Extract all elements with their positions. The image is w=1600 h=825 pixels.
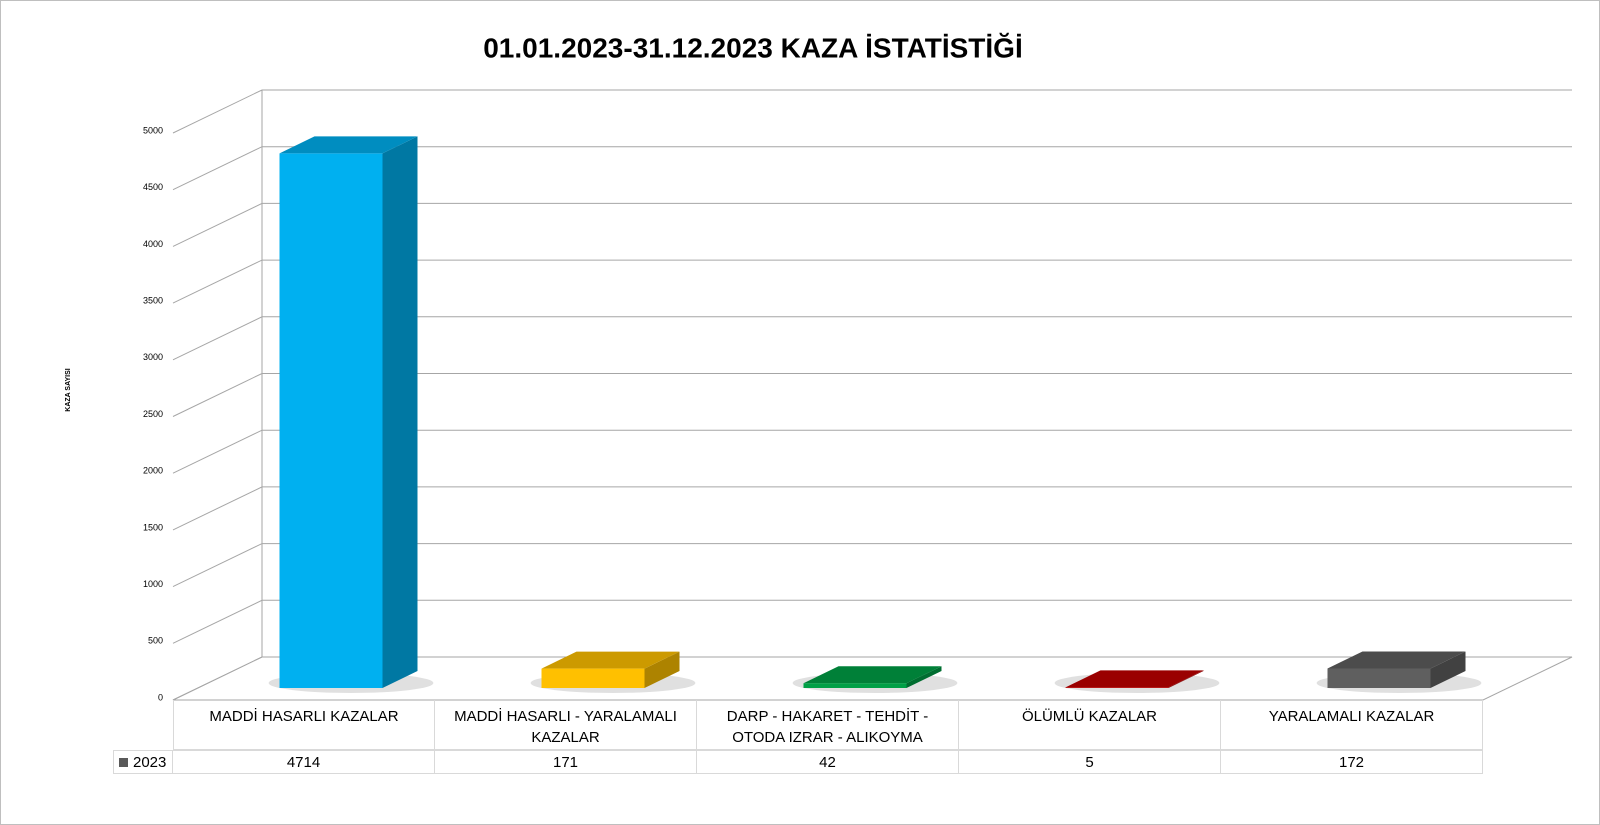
y-tick-label: 2500 (143, 409, 163, 419)
y-tick-label: 2000 (143, 466, 163, 476)
bar-top (541, 651, 680, 669)
bar (803, 683, 907, 688)
grid-line (172, 259, 1572, 304)
bar-side (1168, 670, 1204, 688)
grid-line (172, 316, 1572, 361)
value-cell: 172 (1221, 750, 1483, 774)
grid-line (172, 373, 1572, 417)
y-tick-label: 3500 (143, 295, 163, 305)
bar-side (1430, 651, 1466, 688)
bar-side (906, 666, 942, 688)
legend-swatch (119, 757, 128, 767)
category-label: DARP - HAKARET - TEHDİT - OTODA IZRAR - … (697, 700, 959, 750)
value-cell: 5 (959, 750, 1221, 774)
chart-title: 01.01.2023-31.12.2023 KAZA İSTATİSTİĞİ (483, 32, 1023, 63)
y-tick-label: 5000 (143, 125, 163, 135)
legend-cell: 2023 (113, 750, 173, 774)
category-label: MADDİ HASARLI KAZALAR (173, 700, 435, 750)
bar (541, 668, 645, 688)
grid-line (172, 543, 1572, 588)
bar-top (1065, 670, 1204, 688)
category-label: ÖLÜMLÜ KAZALAR (959, 700, 1221, 750)
legend-label: 2023 (133, 753, 167, 771)
category-label: MADDİ HASARLI - YARALAMALI KAZALAR (435, 700, 697, 750)
value-cell: 4714 (173, 750, 435, 774)
bar-top (803, 666, 942, 684)
bar-side (382, 136, 418, 689)
grid-line (172, 202, 1572, 247)
grid-line (172, 429, 1572, 474)
grid-line (172, 486, 1572, 531)
y-axis-label: KAZA SAYISI (65, 368, 72, 411)
grid-line (172, 146, 1572, 191)
bar-side (644, 651, 680, 688)
bar (279, 153, 383, 689)
category-label: YARALAMALI KAZALAR (1221, 700, 1483, 750)
grid-line (172, 656, 1572, 701)
grid-line (172, 599, 1572, 644)
y-tick-label: 0 (158, 692, 163, 702)
bar (1065, 687, 1169, 688)
y-tick-label: 500 (148, 636, 163, 646)
y-tick-label: 1000 (143, 579, 163, 589)
y-tick-label: 3000 (143, 352, 163, 362)
y-tick-label: 1500 (143, 522, 163, 532)
value-cell: 42 (697, 750, 959, 774)
bar-top (1327, 651, 1466, 669)
y-tick-label: 4000 (143, 239, 163, 249)
y-tick-label: 4500 (143, 182, 163, 192)
bar-top (279, 136, 418, 154)
bar (1327, 668, 1431, 688)
value-cell: 171 (435, 750, 697, 774)
grid-line (172, 89, 1572, 134)
